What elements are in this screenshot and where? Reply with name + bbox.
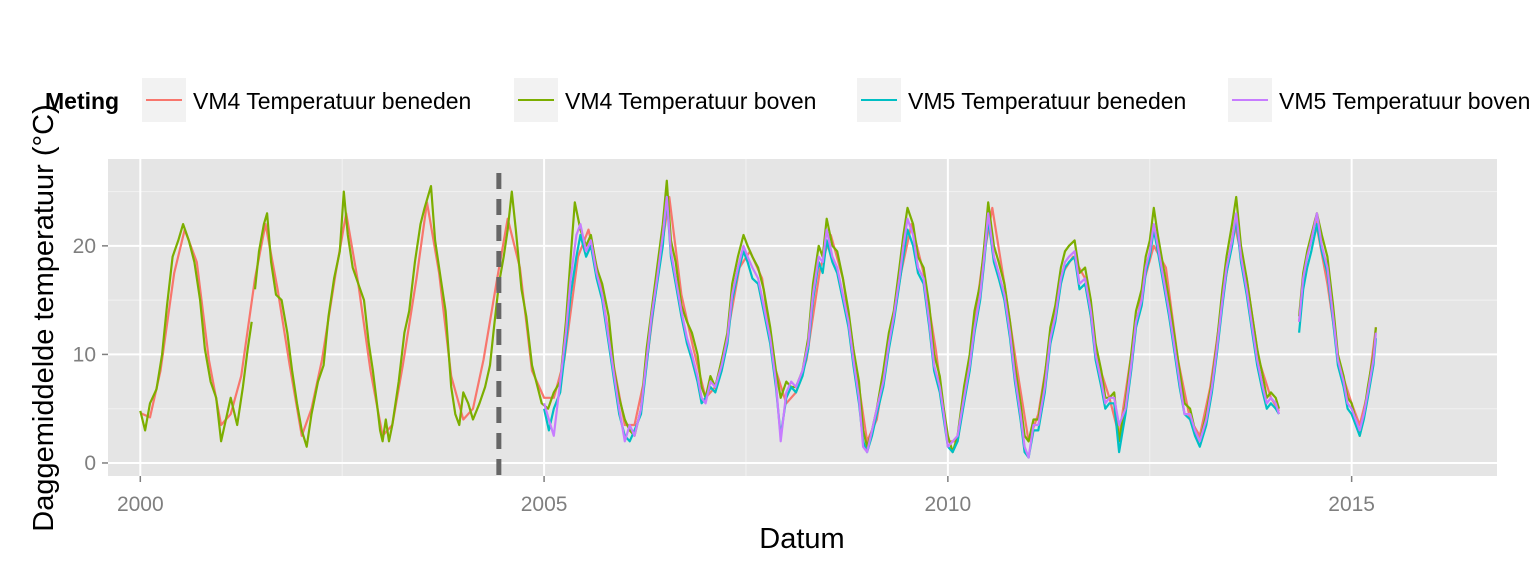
series-lines xyxy=(139,179,1377,459)
series-line-4 xyxy=(543,195,1377,459)
legend-label: VM4 Temperatuur boven xyxy=(565,88,816,114)
x-tick-label: 2005 xyxy=(521,493,568,516)
x-tick-label: 2000 xyxy=(117,493,164,516)
minor-gridlines xyxy=(108,159,1497,476)
y-tick-label: 20 xyxy=(73,235,96,258)
x-tick-label: 2015 xyxy=(1328,493,1375,516)
x-tick-label: 2010 xyxy=(925,493,972,516)
y-axis-ticks: 0 10 20 xyxy=(73,235,108,475)
legend-label: VM5 Temperatuur boven xyxy=(1279,88,1530,114)
x-axis-title: Datum xyxy=(759,523,844,555)
y-tick-label: 10 xyxy=(73,343,96,366)
plot-panel xyxy=(108,159,1497,476)
y-tick-label: 0 xyxy=(84,452,96,475)
legend-item: VM5 Temperatuur boven xyxy=(1228,78,1530,122)
x-axis-ticks: 2000 2005 2010 2015 xyxy=(117,476,1375,516)
legend-title: Meting xyxy=(45,88,119,114)
y-axis-title: Daggemiddelde temperatuur (°C) xyxy=(28,104,60,531)
legend-label: VM5 Temperatuur beneden xyxy=(908,88,1186,114)
legend-item: VM5 Temperatuur beneden xyxy=(857,78,1186,122)
legend-item: VM4 Temperatuur boven xyxy=(514,78,816,122)
legend-label: VM4 Temperatuur beneden xyxy=(193,88,471,114)
legend-item: VM4 Temperatuur beneden xyxy=(142,78,471,122)
legend: Meting VM4 Temperatuur beneden VM4 Temper… xyxy=(45,78,1530,122)
